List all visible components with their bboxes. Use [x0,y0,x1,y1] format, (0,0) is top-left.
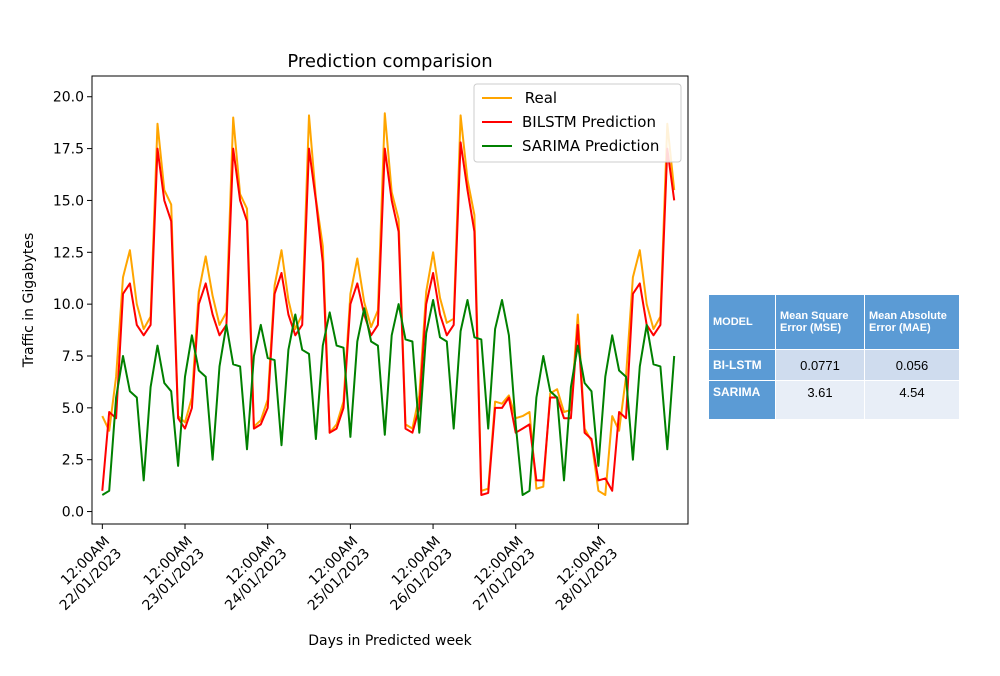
x-axis-ticks: 12:00AM22/01/2023 12:00AM23/01/2023 12:00A… [45,524,621,614]
header-mse: Mean Square Error (MSE) [775,294,865,350]
header-mae: Mean Absolute Error (MAE) [863,294,961,350]
metrics-table: MODEL Mean Square Error (MSE) Mean Absol… [708,294,961,420]
metrics-header-row: MODEL Mean Square Error (MSE) Mean Absol… [708,294,961,350]
mse-value: 3.61 [775,380,865,420]
x-tick-label: 12:00AM25/01/2023 [293,534,373,614]
model-name: SARIMA [708,380,776,420]
x-tick-label: 12:00AM26/01/2023 [376,534,456,614]
y-axis-ticks: 0.0 2.5 5.0 7.5 10.0 12.5 15.0 17.5 20.0 [53,90,92,521]
legend-label-real: Real [520,89,557,107]
series-line-sarima [101,299,676,496]
header-model: MODEL [708,294,776,350]
y-tick-label: 12.5 [53,245,84,261]
x-tick-label: 12:00AM27/01/2023 [458,534,538,614]
x-tick-label: 12:00AM23/01/2023 [127,534,207,614]
legend-label-sarima: SARIMA Prediction [522,137,659,155]
plot-frame [91,75,689,525]
y-axis-label: Traffic in Gigabytes [21,233,37,369]
y-tick-label: 5.0 [62,401,84,417]
mae-value: 0.056 [863,349,961,381]
metrics-row: BI-LSTM 0.0771 0.056 [708,349,961,381]
y-tick-label: 7.5 [62,349,84,365]
y-tick-label: 0.0 [62,505,84,521]
x-tick-label: 12:00AM24/01/2023 [210,534,290,614]
series-lines [101,112,676,496]
legend: Real BILSTM Prediction SARIMA Prediction [473,83,682,163]
x-tick-label: 12:00AM22/01/2023 [45,534,125,614]
legend-label-bilstm: BILSTM Prediction [522,113,656,131]
legend-box [473,83,682,163]
chart-title: Prediction comparision [287,51,492,72]
mse-value: 0.0771 [775,349,865,381]
x-axis-label: Days in Predicted week [308,633,472,649]
x-tick-label: 12:00AM28/01/2023 [541,534,621,614]
y-tick-label: 15.0 [53,193,84,209]
model-name: BI-LSTM [708,349,776,381]
series-line-bilstm [101,141,676,496]
y-tick-label: 10.0 [53,297,84,313]
y-tick-label: 17.5 [53,142,84,158]
metrics-row: SARIMA 3.61 4.54 [708,380,961,420]
y-tick-label: 20.0 [53,90,84,106]
y-tick-label: 2.5 [62,453,84,469]
mae-value: 4.54 [863,380,961,420]
